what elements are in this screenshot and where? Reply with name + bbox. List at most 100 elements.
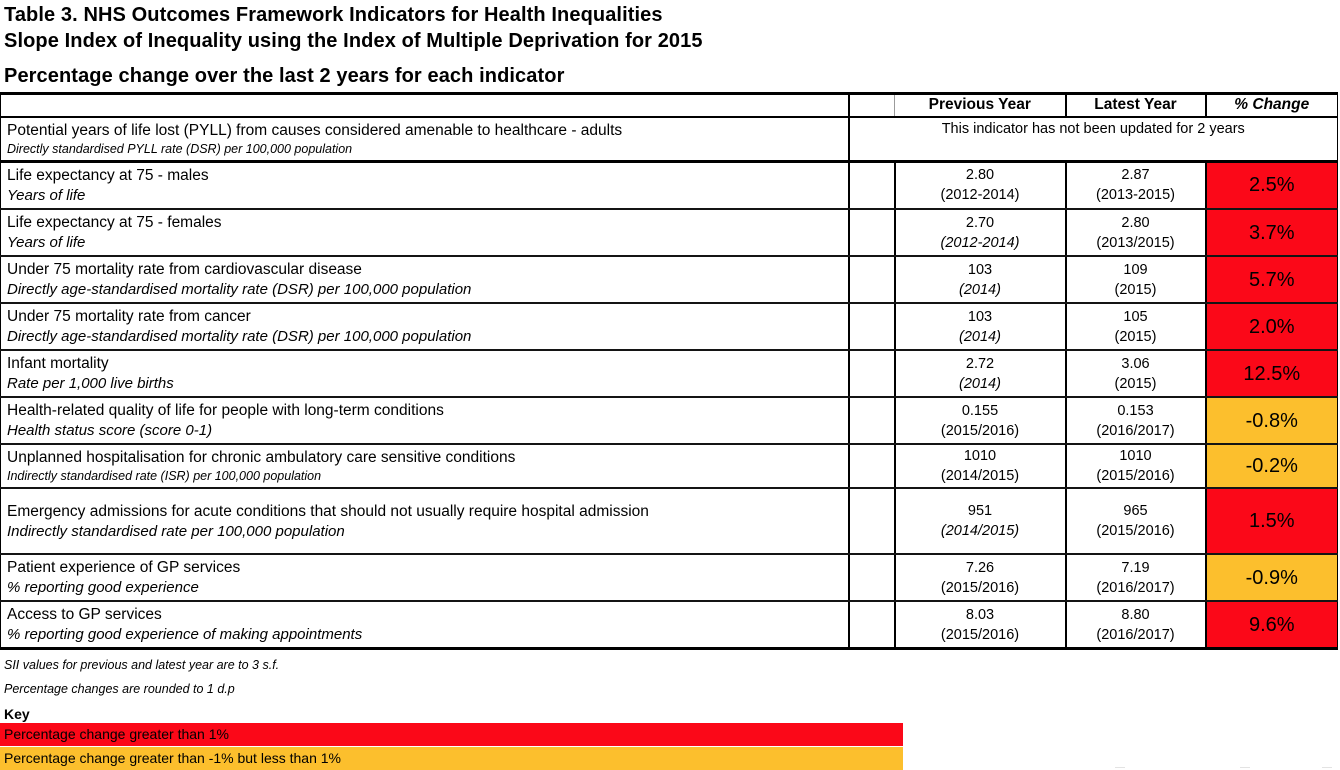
previous-value: 2.80	[965, 167, 995, 184]
indicator-name: Patient experience of GP services	[7, 559, 241, 576]
latest-value: 109	[1123, 261, 1148, 278]
indicator-cell: Health-related quality of life for peopl…	[0, 397, 850, 445]
previous-period: (2014)	[959, 328, 1001, 345]
indicator-cell: Patient experience of GP services % repo…	[0, 554, 850, 602]
percent-change-cell: -0.9%	[1205, 554, 1338, 602]
previous-value: 1010	[963, 448, 997, 464]
latest-year-cell: 8.80 (2016/2017)	[1065, 601, 1207, 650]
latest-period: (2015)	[1114, 281, 1157, 298]
key-title: Key	[4, 706, 30, 722]
previous-period: (2015/2016)	[940, 626, 1020, 643]
table-row-pyll: Potential years of life lost (PYLL) from…	[0, 116, 1338, 163]
latest-value: 7.19	[1121, 559, 1150, 576]
previous-year-cell: 2.80 (2012-2014)	[894, 161, 1067, 210]
indicator-name: Health-related quality of life for peopl…	[7, 402, 444, 419]
percent-change-cell: 3.7%	[1205, 209, 1338, 257]
latest-value: 1010	[1119, 448, 1152, 464]
percent-change-cell: 1.5%	[1205, 488, 1338, 555]
previous-year-cell: 1010 (2014/2015)	[894, 444, 1067, 489]
previous-period: (2014)	[959, 281, 1001, 298]
gridline-sliver	[1322, 767, 1332, 768]
latest-value: 0.153	[1117, 402, 1154, 419]
spacer-cell	[848, 303, 896, 351]
latest-period: (2016/2017)	[1096, 626, 1175, 643]
latest-value: 8.80	[1121, 606, 1150, 623]
spacer-cell	[848, 397, 896, 445]
previous-period: (2014/2015)	[940, 523, 1020, 539]
previous-year-cell: 103 (2014)	[894, 256, 1067, 304]
previous-value: 0.155	[961, 402, 999, 419]
previous-year-cell: 8.03 (2015/2016)	[894, 601, 1067, 650]
column-header-latest-year: Latest Year	[1065, 93, 1207, 118]
table-row-patient-experience-gp: Patient experience of GP services % repo…	[0, 554, 1338, 602]
indicator-subtitle: Indirectly standardised rate per 100,000…	[7, 522, 345, 540]
previous-period: (2014/2015)	[940, 468, 1020, 484]
indicator-name: Emergency admissions for acute condition…	[7, 502, 649, 520]
table-row-access-gp: Access to GP services % reporting good e…	[0, 601, 1338, 650]
previous-year-cell: 7.26 (2015/2016)	[894, 554, 1067, 602]
table-row-cvd-mortality: Under 75 mortality rate from cardiovascu…	[0, 256, 1338, 304]
spacer-cell	[848, 161, 896, 210]
spacer-cell	[848, 601, 896, 650]
previous-year-cell: 103 (2014)	[894, 303, 1067, 351]
indicator-name: Infant mortality	[7, 355, 109, 372]
percent-change-cell: 12.5%	[1205, 350, 1338, 398]
spacer-cell	[848, 256, 896, 304]
previous-value: 103	[967, 308, 993, 325]
table-header-row: Previous Year Latest Year % Change	[0, 93, 1338, 118]
latest-period: (2015)	[1114, 375, 1157, 392]
latest-year-cell: 105 (2015)	[1065, 303, 1207, 351]
latest-period: (2013-2015)	[1096, 187, 1175, 204]
indicator-subtitle: Years of life	[7, 234, 86, 251]
indicator-cell: Life expectancy at 75 - females Years of…	[0, 209, 850, 257]
previous-year-cell: 2.70 (2012-2014)	[894, 209, 1067, 257]
latest-year-cell: 965 (2015/2016)	[1065, 488, 1207, 555]
indicator-cell: Under 75 mortality rate from cancer Dire…	[0, 303, 850, 351]
indicator-subtitle: % reporting good experience	[7, 579, 199, 596]
footnote-rounding: Percentage changes are rounded to 1 d.p	[4, 682, 235, 696]
footnotes: SII values for previous and latest year …	[0, 658, 1340, 696]
latest-period: (2015)	[1114, 328, 1157, 345]
column-header-previous-year: Previous Year	[894, 93, 1067, 118]
table-row-quality-of-life: Health-related quality of life for peopl…	[0, 397, 1338, 445]
indicator-cell: Under 75 mortality rate from cardiovascu…	[0, 256, 850, 304]
previous-year-cell: 2.72 (2014)	[894, 350, 1067, 398]
indicator-subtitle: Directly age-standardised mortality rate…	[7, 281, 472, 298]
header-indicator-cell	[0, 93, 850, 118]
previous-year-cell: 0.155 (2015/2016)	[894, 397, 1067, 445]
latest-value: 965	[1123, 503, 1148, 519]
indicator-name: Unplanned hospitalisation for chronic am…	[7, 449, 516, 466]
page-title: Table 3. NHS Outcomes Framework Indicato…	[0, 0, 1340, 89]
page-title-line3: Percentage change over the last 2 years …	[4, 65, 565, 87]
indicator-name: Access to GP services	[7, 606, 162, 623]
latest-year-cell: 7.19 (2016/2017)	[1065, 554, 1207, 602]
percent-change-cell: -0.8%	[1205, 397, 1338, 445]
indicator-cell: Unplanned hospitalisation for chronic am…	[0, 444, 850, 489]
indicator-cell: Access to GP services % reporting good e…	[0, 601, 850, 650]
spacer-cell	[848, 554, 896, 602]
spacer-cell	[848, 350, 896, 398]
indicator-cell: Potential years of life lost (PYLL) from…	[0, 116, 850, 163]
table-row-cancer-mortality: Under 75 mortality rate from cancer Dire…	[0, 303, 1338, 351]
indicator-subtitle: Health status score (score 0-1)	[7, 422, 213, 439]
percent-change-cell: 2.0%	[1205, 303, 1338, 351]
latest-value: 3.06	[1121, 355, 1150, 372]
spacer-cell	[848, 444, 896, 489]
indicator-cell: Life expectancy at 75 - males Years of l…	[0, 161, 850, 210]
previous-period: (2012-2014)	[940, 234, 1020, 251]
footnote-sii: SII values for previous and latest year …	[4, 658, 280, 672]
indicator-subtitle: % reporting good experience of making ap…	[7, 626, 363, 643]
latest-year-cell: 0.153 (2016/2017)	[1065, 397, 1207, 445]
indicator-name: Potential years of life lost (PYLL) from…	[7, 121, 623, 139]
indicator-subtitle: Indirectly standardised rate (ISR) per 1…	[7, 469, 322, 483]
previous-value: 8.03	[965, 606, 995, 623]
page-title-line2: Slope Index of Inequality using the Inde…	[4, 30, 703, 52]
indicator-subtitle: Years of life	[7, 186, 86, 204]
indicator-name: Life expectancy at 75 - males	[7, 166, 209, 184]
latest-year-cell: 2.87 (2013-2015)	[1065, 161, 1207, 210]
previous-value: 2.70	[965, 214, 995, 231]
latest-value: 2.80	[1121, 214, 1150, 231]
latest-period: (2015/2016)	[1096, 468, 1175, 484]
percent-change-cell: 9.6%	[1205, 601, 1338, 650]
latest-value: 2.87	[1121, 167, 1150, 184]
